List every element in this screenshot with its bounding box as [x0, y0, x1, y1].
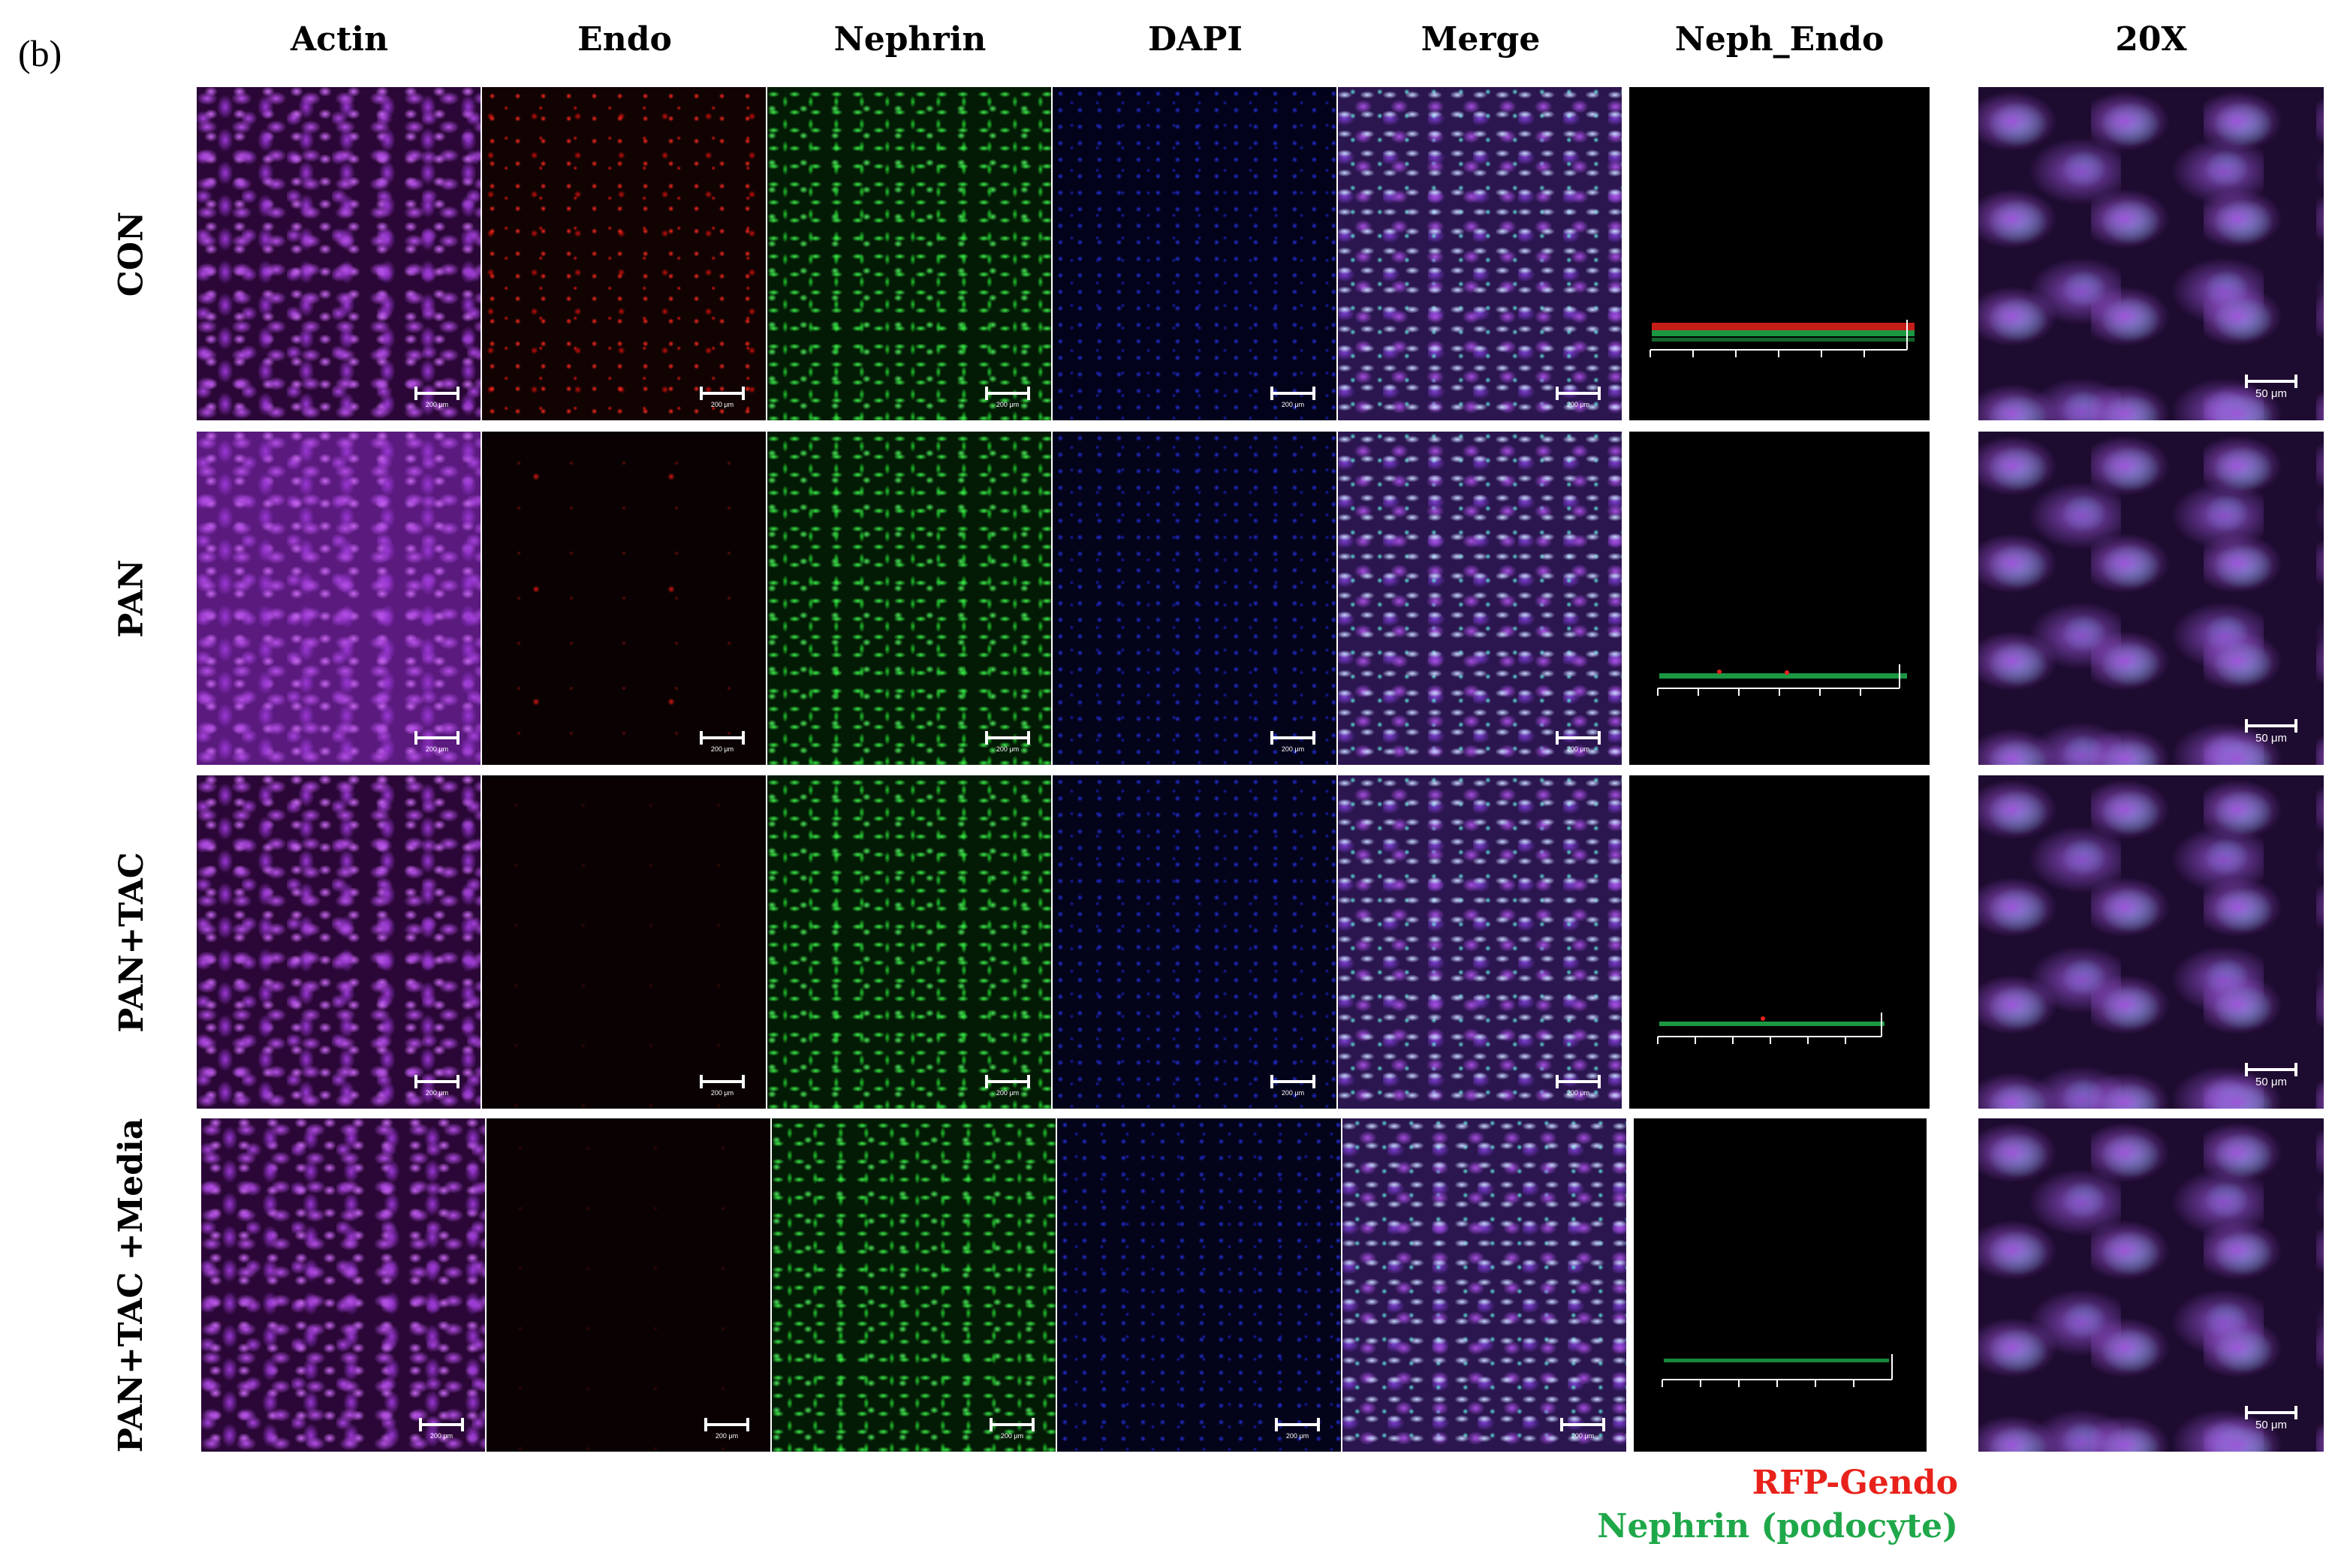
zstack-profile: [1657, 1013, 1885, 1044]
scale-bar-label: 200 μm: [1566, 1089, 1590, 1097]
scale-bar: [700, 1075, 745, 1088]
scale-bar-label: 200 μm: [425, 401, 449, 408]
scale-bar-label: 200 μm: [1566, 401, 1590, 408]
scale-bar: [414, 1075, 459, 1088]
scale-bar: [1270, 387, 1315, 400]
scale-bar: [1560, 1418, 1605, 1431]
scale-bar: [1270, 731, 1315, 745]
scale-bar-label: 200 μm: [1285, 1432, 1309, 1440]
scale-bar-label: 200 μm: [425, 1089, 449, 1097]
scale-bar: [2245, 719, 2297, 733]
image-pan-tac-endo: 200 μm: [482, 775, 766, 1109]
panel-label: (b): [18, 32, 62, 74]
image-pan-tac-20x: 50 μm: [1978, 775, 2324, 1109]
scale-bar: [414, 731, 459, 745]
scale-bar: [2245, 375, 2297, 388]
image-pan-tac-nephrin: 200 μm: [767, 775, 1051, 1109]
scale-bar-label: 50 μm: [2255, 1419, 2287, 1431]
scale-bar: [1270, 1075, 1315, 1088]
row-label-pan-text: PAN: [112, 558, 151, 638]
image-pan-tac-dapi: 200 μm: [1053, 775, 1336, 1109]
scale-bar-label: 200 μm: [1281, 745, 1305, 753]
image-pan-nephrin: 200 μm: [767, 432, 1051, 765]
scale-bar: [1556, 1075, 1601, 1088]
scale-bar: [985, 731, 1030, 745]
scale-bar-label: 200 μm: [425, 745, 449, 753]
scale-bar: [1556, 731, 1601, 745]
scale-bar-label: 200 μm: [710, 745, 734, 753]
image-con-nephrin: 200 μm: [767, 87, 1051, 420]
col-header-20x: 20X: [2115, 20, 2187, 59]
scale-bar: [419, 1418, 464, 1431]
image-pan-tac-media-nephrin: 200 μm: [772, 1118, 1056, 1452]
scale-bar-label: 200 μm: [710, 1089, 734, 1097]
image-pan-tac-neph-endo: [1629, 775, 1930, 1109]
scale-bar-label: 50 μm: [2255, 387, 2287, 400]
row-label-pan-tac-media-text: PAN+TAC +Media: [112, 1118, 151, 1452]
image-pan-20x: 50 μm: [1978, 432, 2324, 765]
image-con-endo: 200 μm: [482, 87, 766, 420]
zstack-profile: [1662, 1354, 1893, 1387]
scale-bar: [985, 387, 1030, 400]
image-pan-tac-media-actin: 200 μm: [201, 1118, 485, 1452]
image-con-dapi: 200 μm: [1053, 87, 1336, 420]
row-label-con: CON: [86, 87, 176, 420]
image-pan-endo: 200 μm: [482, 432, 766, 765]
col-header-endo: Endo: [577, 20, 672, 59]
legend-nephrin: Nephrin (podocyte): [1597, 1507, 1958, 1545]
image-con-actin: 200 μm: [197, 87, 481, 420]
image-pan-actin: 200 μm: [197, 432, 481, 765]
scale-bar-label: 200 μm: [1281, 401, 1305, 408]
scale-bar-label: 50 μm: [2255, 732, 2287, 745]
scale-bar-label: 200 μm: [996, 1089, 1020, 1097]
scale-bar: [1556, 387, 1601, 400]
col-header-dapi: DAPI: [1148, 20, 1243, 59]
col-header-neph-endo: Neph_Endo: [1674, 20, 1885, 59]
scale-bar: [990, 1418, 1035, 1431]
scale-bar: [2245, 1406, 2297, 1419]
image-con-neph-endo: [1629, 87, 1930, 420]
scale-bar-label: 200 μm: [710, 401, 734, 408]
image-pan-tac-actin: 200 μm: [197, 775, 481, 1109]
image-pan-tac-media-merge: 200 μm: [1342, 1118, 1626, 1452]
image-pan-dapi: 200 μm: [1053, 432, 1336, 765]
scale-bar: [704, 1418, 749, 1431]
col-header-merge: Merge: [1421, 20, 1541, 59]
scale-bar: [700, 731, 745, 745]
scale-bar-label: 200 μm: [429, 1432, 453, 1440]
scale-bar-label: 200 μm: [715, 1432, 739, 1440]
image-pan-tac-media-20x: 50 μm: [1978, 1118, 2324, 1452]
scale-bar-label: 200 μm: [996, 401, 1020, 408]
scale-bar: [985, 1075, 1030, 1088]
scale-bar: [414, 387, 459, 400]
scale-bar-label: 200 μm: [996, 745, 1020, 753]
scale-bar: [700, 387, 745, 400]
image-pan-tac-media-endo: 200 μm: [487, 1118, 770, 1452]
scale-bar-label: 200 μm: [1571, 1432, 1595, 1440]
row-label-pan-tac: PAN+TAC: [86, 775, 176, 1109]
scale-bar-label: 200 μm: [1281, 1089, 1305, 1097]
zstack-profile: [1650, 320, 1915, 357]
scale-bar-label: 200 μm: [1000, 1432, 1024, 1440]
image-con-merge: 200 μm: [1338, 87, 1622, 420]
image-pan-merge: 200 μm: [1338, 432, 1622, 765]
scale-bar-label: 50 μm: [2255, 1076, 2287, 1088]
legend-rfp-gendo: RFP-Gendo: [1752, 1464, 1958, 1502]
row-label-con-text: CON: [112, 211, 151, 296]
col-header-nephrin: Nephrin: [833, 20, 987, 59]
scale-bar: [2245, 1063, 2297, 1076]
image-pan-neph-endo: [1629, 432, 1930, 765]
col-header-actin: Actin: [291, 20, 388, 59]
image-pan-tac-merge: 200 μm: [1338, 775, 1622, 1109]
scale-bar-label: 200 μm: [1566, 745, 1590, 753]
scale-bar: [1275, 1418, 1320, 1431]
row-label-pan-tac-text: PAN+TAC: [112, 851, 151, 1033]
image-pan-tac-media-dapi: 200 μm: [1057, 1118, 1341, 1452]
row-label-pan-tac-media: PAN+TAC +Media: [86, 1118, 176, 1452]
zstack-profile: [1657, 664, 1907, 696]
image-pan-tac-media-neph-endo: [1634, 1118, 1927, 1452]
row-label-pan: PAN: [86, 432, 176, 765]
image-con-20x: 50 μm: [1978, 87, 2324, 420]
